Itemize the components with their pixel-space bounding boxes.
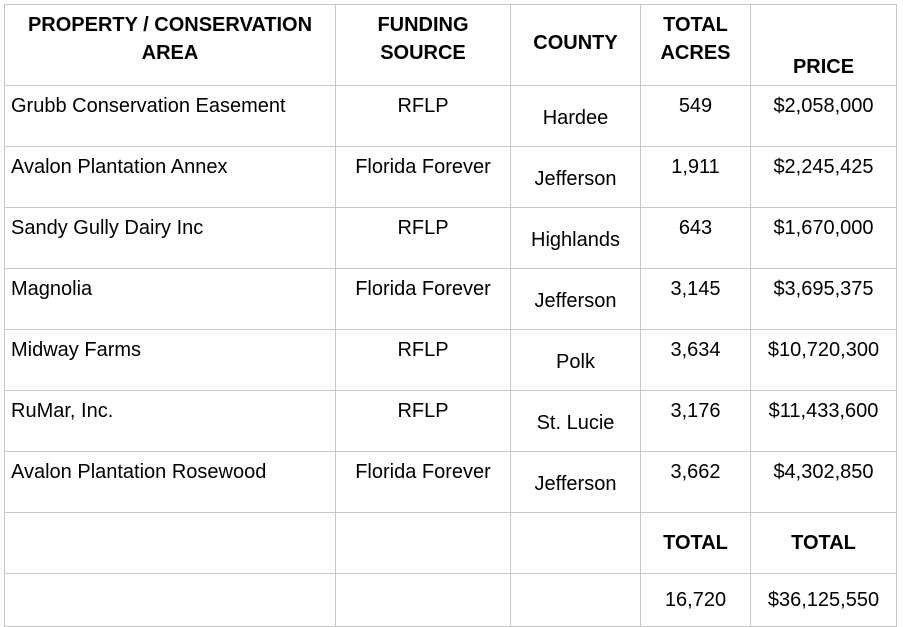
header-total-acres: TOTAL ACRES — [640, 4, 751, 86]
cell-funding-source: Florida Forever — [335, 451, 511, 513]
cell-property: RuMar, Inc. — [4, 390, 336, 452]
header-funding-source: FUNDING SOURCE — [335, 4, 511, 86]
table-row: Midway Farms RFLP Polk 3,634 $10,720,300 — [4, 329, 897, 391]
cell-price: $4,302,850 — [750, 451, 897, 513]
total-price-label: TOTAL — [750, 512, 897, 574]
total-acres-value: 16,720 — [640, 573, 751, 627]
cell-county: Jefferson — [510, 268, 641, 330]
totals-value-row: 16,720 $36,125,550 — [4, 573, 897, 627]
cell-property: Grubb Conservation Easement — [4, 85, 336, 147]
conservation-table: PROPERTY / CONSERVATION AREA FUNDING SOU… — [4, 4, 897, 627]
cell-county: Hardee — [510, 85, 641, 147]
table-row: Avalon Plantation Rosewood Florida Forev… — [4, 451, 897, 513]
header-property: PROPERTY / CONSERVATION AREA — [4, 4, 336, 86]
empty-cell — [510, 512, 641, 574]
table-row: Sandy Gully Dairy Inc RFLP Highlands 643… — [4, 207, 897, 269]
cell-county: Jefferson — [510, 146, 641, 208]
cell-acres: 3,634 — [640, 329, 751, 391]
empty-cell — [335, 512, 511, 574]
cell-acres: 3,145 — [640, 268, 751, 330]
cell-acres: 3,662 — [640, 451, 751, 513]
header-price: PRICE — [750, 4, 897, 86]
table-row: Magnolia Florida Forever Jefferson 3,145… — [4, 268, 897, 330]
cell-funding-source: Florida Forever — [335, 268, 511, 330]
cell-county: Highlands — [510, 207, 641, 269]
cell-price: $11,433,600 — [750, 390, 897, 452]
cell-price: $3,695,375 — [750, 268, 897, 330]
cell-acres: 1,911 — [640, 146, 751, 208]
cell-county: St. Lucie — [510, 390, 641, 452]
cell-funding-source: Florida Forever — [335, 146, 511, 208]
total-acres-label: TOTAL — [640, 512, 751, 574]
cell-price: $10,720,300 — [750, 329, 897, 391]
cell-acres: 549 — [640, 85, 751, 147]
table-row: RuMar, Inc. RFLP St. Lucie 3,176 $11,433… — [4, 390, 897, 452]
cell-property: Avalon Plantation Annex — [4, 146, 336, 208]
cell-price: $1,670,000 — [750, 207, 897, 269]
cell-funding-source: RFLP — [335, 85, 511, 147]
total-price-value: $36,125,550 — [750, 573, 897, 627]
table-row: Avalon Plantation Annex Florida Forever … — [4, 146, 897, 208]
cell-funding-source: RFLP — [335, 207, 511, 269]
table-row: Grubb Conservation Easement RFLP Hardee … — [4, 85, 897, 147]
totals-label-row: TOTAL TOTAL — [4, 512, 897, 574]
cell-property: Midway Farms — [4, 329, 336, 391]
cell-county: Polk — [510, 329, 641, 391]
cell-price: $2,058,000 — [750, 85, 897, 147]
cell-property: Magnolia — [4, 268, 336, 330]
cell-acres: 643 — [640, 207, 751, 269]
cell-acres: 3,176 — [640, 390, 751, 452]
cell-county: Jefferson — [510, 451, 641, 513]
empty-cell — [335, 573, 511, 627]
cell-price: $2,245,425 — [750, 146, 897, 208]
empty-cell — [4, 573, 336, 627]
empty-cell — [510, 573, 641, 627]
cell-property: Sandy Gully Dairy Inc — [4, 207, 336, 269]
cell-property: Avalon Plantation Rosewood — [4, 451, 336, 513]
header-county: COUNTY — [510, 4, 641, 86]
empty-cell — [4, 512, 336, 574]
cell-funding-source: RFLP — [335, 329, 511, 391]
cell-funding-source: RFLP — [335, 390, 511, 452]
header-row: PROPERTY / CONSERVATION AREA FUNDING SOU… — [4, 4, 897, 86]
